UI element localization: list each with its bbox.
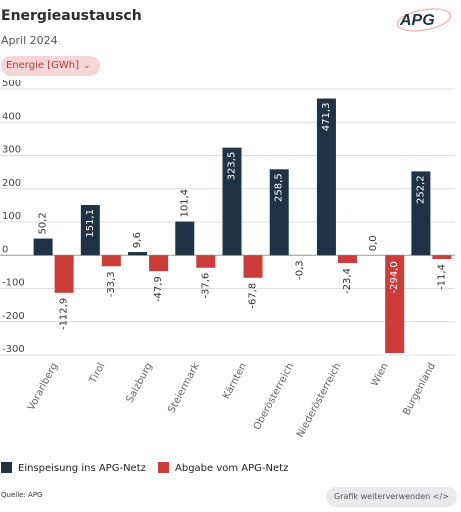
x-tick-label: Vorarlberg	[26, 361, 60, 412]
legend-swatch-abgabe	[158, 462, 169, 473]
bar-einspeisung	[411, 171, 431, 256]
chart-title: Energieaustausch	[1, 8, 142, 24]
chart-subtitle: April 2024	[1, 34, 58, 47]
y-tick-label: 0	[2, 244, 8, 255]
legend-label-abgabe: Abgabe vom APG-Netz	[175, 463, 289, 474]
unit-selector-button[interactable]: Energie [GWh] ⌄	[1, 56, 100, 76]
bar-einspeisung	[222, 147, 242, 256]
data-label-abgabe: -47,9	[153, 276, 164, 302]
data-label-einspeisung: 101,4	[179, 189, 190, 218]
data-label-abgabe: -11,4	[436, 264, 447, 290]
y-tick-label: -200	[2, 311, 25, 322]
bar-abgabe	[196, 255, 216, 268]
bar-abgabe	[54, 255, 74, 293]
bar-abgabe	[243, 255, 263, 278]
bar-abgabe	[149, 255, 169, 272]
y-tick-label: 200	[2, 178, 21, 189]
x-tick-label: Oberösterreich	[252, 361, 297, 432]
share-graphic-button[interactable]: Grafik weiterverwenden </>	[326, 487, 457, 507]
x-tick-label: Kärnten	[221, 361, 249, 401]
x-tick-label: Niederösterreich	[295, 361, 344, 439]
bar-einspeisung	[316, 98, 336, 256]
grid-lines	[0, 88, 455, 356]
x-axis-labels: Vorarlberg Tirol Salzburg Steiermark Kärnten…	[26, 361, 438, 439]
data-label-einspeisung: 9,6	[132, 232, 143, 248]
bar-abgabe	[385, 255, 405, 354]
data-label-abgabe: -37,6	[200, 273, 211, 299]
x-tick-label: Steiermark	[166, 361, 202, 415]
data-label-einspeisung: 252,2	[415, 175, 426, 204]
apg-logo: APG	[396, 8, 452, 32]
data-label-abgabe: -23,4	[342, 268, 353, 294]
legend-label-einspeisung: Einspeisung ins APG-Netz	[18, 463, 146, 474]
data-label-abgabe: -0,3	[295, 260, 306, 280]
legend-item-abgabe[interactable]: Abgabe vom APG-Netz	[158, 462, 288, 474]
bar-einspeisung	[33, 238, 53, 256]
bar-einspeisung	[175, 221, 195, 256]
bar-einspeisung	[128, 252, 148, 256]
x-tick-label: Burgenland	[401, 361, 438, 417]
chevron-down-icon: ⌄	[82, 61, 91, 71]
x-tick-label: Salzburg	[125, 361, 155, 405]
bar-abgabe	[101, 255, 121, 267]
data-label-einspeisung: 0,0	[368, 235, 379, 251]
y-tick-label: -100	[2, 278, 25, 289]
unit-selector-label: Energie [GWh]	[6, 60, 79, 71]
apg-logo-text: APG	[399, 12, 435, 29]
data-label-einspeisung: 151,1	[85, 209, 96, 238]
data-label-einspeisung: 471,3	[321, 103, 332, 132]
x-tick-label: Wien	[369, 361, 390, 388]
bar-abgabe	[432, 255, 452, 260]
y-tick-label: 100	[2, 211, 21, 222]
bars	[33, 98, 452, 354]
y-tick-label: -300	[2, 344, 25, 355]
legend-swatch-einspeisung	[1, 462, 12, 473]
data-label-einspeisung: 323,5	[227, 152, 238, 181]
y-tick-label: 300	[2, 145, 21, 156]
legend-item-einspeisung[interactable]: Einspeisung ins APG-Netz	[1, 462, 146, 474]
data-label-einspeisung: 258,5	[274, 173, 285, 202]
x-tick-label: Tirol	[87, 361, 107, 386]
data-label-abgabe: -294,0	[389, 261, 400, 293]
bar-chart: 500 400 300 200 100 0 -100 -200 -300 50,2 -112,9 1…	[0, 80, 455, 440]
y-tick-label: 500	[2, 80, 21, 89]
data-labels: 50,2 -112,9 151,1 -33,3 9,6 -47,9 101,4 -37,6 32…	[38, 103, 448, 330]
y-axis-labels: 500 400 300 200 100 0 -100 -200 -300	[2, 80, 25, 355]
data-label-abgabe: -33,3	[106, 271, 117, 297]
bar-einspeisung	[269, 169, 289, 256]
data-label-einspeisung: 50,2	[38, 212, 49, 234]
data-label-abgabe: -112,9	[59, 298, 70, 330]
bar-einspeisung	[80, 205, 100, 256]
data-label-abgabe: -67,8	[248, 283, 259, 309]
source-note: Quelle: APG	[1, 491, 43, 499]
y-tick-label: 400	[2, 111, 21, 122]
bar-abgabe	[337, 255, 357, 264]
